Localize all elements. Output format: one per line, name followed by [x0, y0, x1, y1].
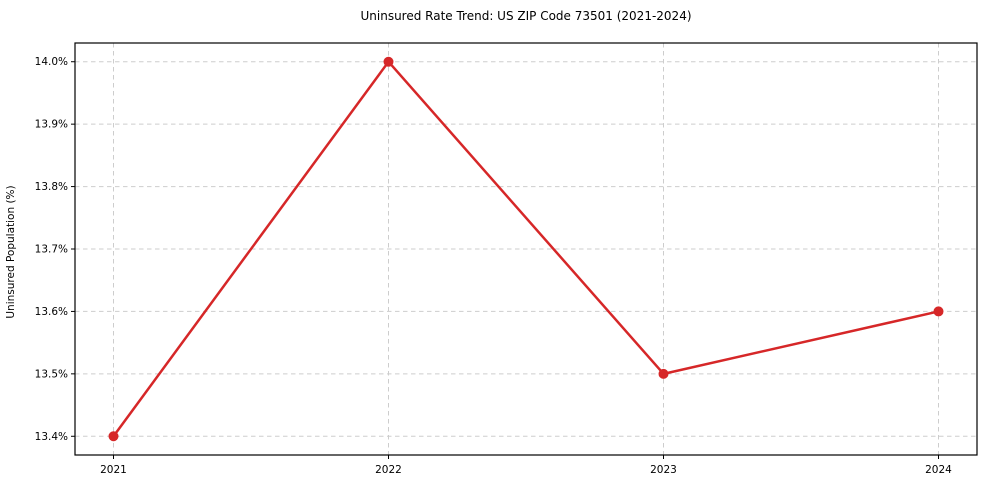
data-point-marker: [383, 56, 394, 67]
x-tick-label: 2024: [925, 464, 952, 476]
x-tick-label: 2023: [650, 464, 677, 476]
y-tick-label: 13.7%: [35, 244, 68, 256]
x-tick-label: 2022: [375, 464, 402, 476]
data-point-marker: [933, 306, 944, 317]
y-tick-label: 13.5%: [35, 368, 68, 380]
y-tick-label: 13.4%: [35, 431, 68, 443]
y-tick-label: 13.8%: [35, 181, 68, 193]
chart-title: Uninsured Rate Trend: US ZIP Code 73501 …: [360, 9, 691, 23]
data-point-marker: [108, 431, 119, 442]
trend-line: [112, 60, 940, 438]
data-point-marker: [658, 368, 669, 379]
y-tick-label: 14.0%: [35, 56, 68, 68]
y-axis-title: Uninsured Population (%): [5, 185, 17, 318]
y-tick-label: 13.9%: [35, 119, 68, 131]
x-tick-label: 2021: [100, 464, 127, 476]
y-tick-label: 13.6%: [35, 306, 68, 318]
